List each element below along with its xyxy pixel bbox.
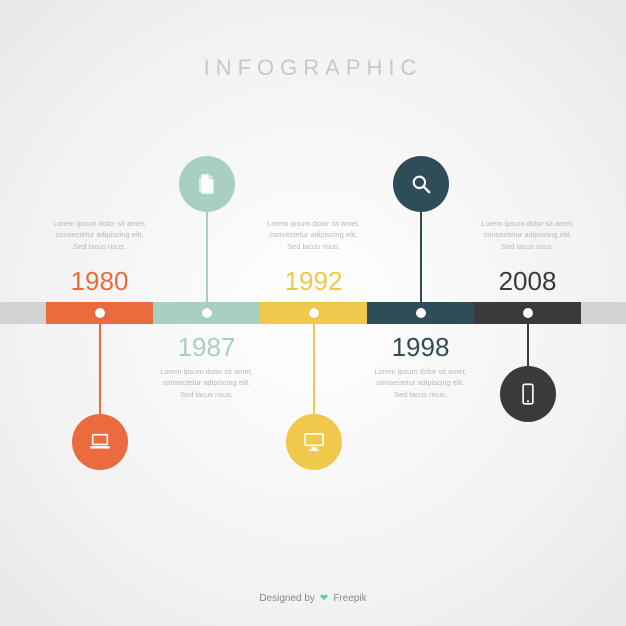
segment-description: Lorem ipsum dolor sit amet, consectetur … <box>157 366 257 400</box>
footer-credit: Designed by ❤ Freepik <box>0 593 626 604</box>
tablet-icon <box>500 366 556 422</box>
segment-dot <box>202 308 212 318</box>
year-label: 1980 <box>40 266 160 297</box>
segment-description: Lorem ipsum dolor sit amet, consectetur … <box>264 218 364 252</box>
segment-dot <box>309 308 319 318</box>
connector-stem <box>313 324 315 422</box>
segment-description: Lorem ipsum dolor sit amet, consectetur … <box>50 218 150 252</box>
footer-brand: Freepik <box>333 593 366 604</box>
connector-stem <box>420 204 422 302</box>
document-icon <box>179 156 235 212</box>
timeline-segments <box>46 302 581 324</box>
connector-stem <box>206 204 208 302</box>
year-label: 1992 <box>254 266 374 297</box>
year-label: 1987 <box>147 332 267 363</box>
timeline-segment <box>260 302 367 324</box>
footer-prefix: Designed by <box>259 593 315 604</box>
segment-dot <box>416 308 426 318</box>
connector-stem <box>99 324 101 422</box>
infographic-title: INFOGRAPHIC <box>0 55 626 81</box>
year-label: 2008 <box>468 266 588 297</box>
segment-dot <box>95 308 105 318</box>
segment-dot <box>523 308 533 318</box>
segment-description: Lorem ipsum dolor sit amet, consectetur … <box>371 366 471 400</box>
magnifier-icon <box>393 156 449 212</box>
monitor-icon <box>286 414 342 470</box>
timeline-segment <box>474 302 581 324</box>
segment-description: Lorem ipsum dolor sit amet, consectetur … <box>478 218 578 252</box>
timeline-segment <box>46 302 153 324</box>
timeline-segment <box>153 302 260 324</box>
laptop-icon <box>72 414 128 470</box>
heart-icon: ❤ <box>320 593 328 604</box>
year-label: 1998 <box>361 332 481 363</box>
timeline-segment <box>367 302 474 324</box>
